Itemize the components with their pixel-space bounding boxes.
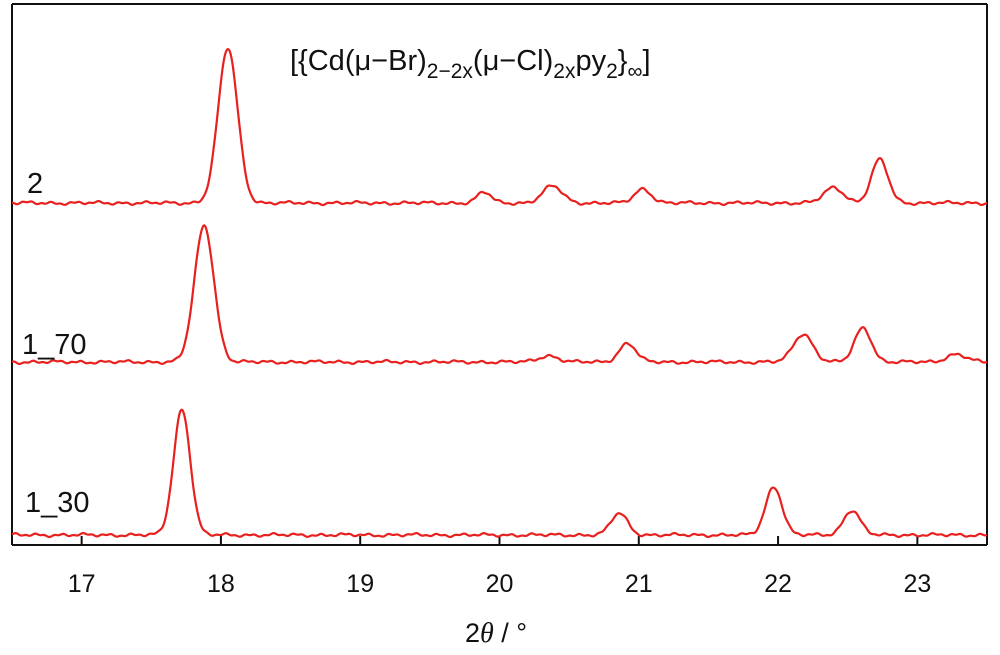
series-label-2: 2 [27,168,43,200]
title-text: (μ−Cl) [473,45,553,77]
title-text: ] [642,45,650,77]
x-label-prefix: 2 [465,618,480,648]
x-axis-ticks [80,536,919,545]
title-subscript: 2 [606,60,618,83]
diffraction-traces [11,48,988,539]
series-labels: 2 1_70 1_30 [22,168,90,519]
trace-1_70 [11,224,988,366]
title-subscript: 2−2x [427,60,474,83]
x-tick-label: 18 [207,570,235,598]
x-tick-label: 19 [346,570,374,598]
plot-frame [11,3,988,546]
x-tick-label: 22 [764,570,792,598]
x-label-symbol: θ [480,618,494,649]
title-subscript: 2x [553,60,576,83]
x-tick-label: 21 [625,570,653,598]
x-tick-label: 23 [903,570,931,598]
chart-title: [{Cd(μ−Br)2−2x(μ−Cl)2xpy2}∞] [290,45,651,83]
trace-2 [11,48,988,207]
x-tick-label: 17 [68,570,96,598]
title-text: py [575,45,606,77]
x-axis-label: 2θ / ° [465,618,527,649]
series-label-1_70: 1_70 [22,329,87,361]
title-text: [{Cd(μ−Br) [290,45,427,77]
trace-1_30 [11,408,988,539]
series-label-1_30: 1_30 [25,487,90,519]
x-tick-label: 20 [486,570,514,598]
x-label-suffix: / ° [494,618,527,648]
title-subscript: ∞ [627,60,642,83]
title-text: } [618,45,628,77]
x-axis-tick-labels: 17 18 19 20 21 22 23 [68,570,932,598]
